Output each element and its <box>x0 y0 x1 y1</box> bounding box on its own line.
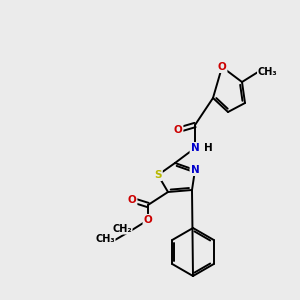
Text: CH₃: CH₃ <box>258 67 278 77</box>
Text: H: H <box>204 143 213 153</box>
Text: N: N <box>190 143 200 153</box>
Text: O: O <box>174 125 182 135</box>
Text: O: O <box>218 62 226 72</box>
Text: CH₂: CH₂ <box>112 224 132 234</box>
Text: O: O <box>144 215 152 225</box>
Text: O: O <box>128 195 136 205</box>
Text: S: S <box>154 170 162 180</box>
Text: CH₃: CH₃ <box>95 234 115 244</box>
Text: N: N <box>190 165 200 175</box>
